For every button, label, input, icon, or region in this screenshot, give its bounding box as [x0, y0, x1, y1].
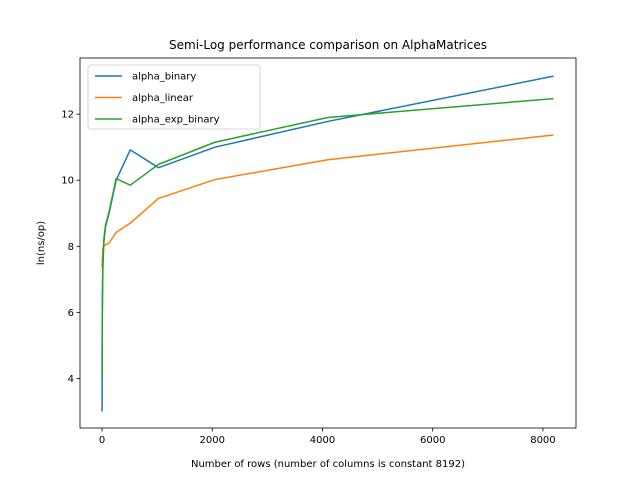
series-layer [101, 75, 554, 412]
plot-frame [79, 57, 577, 429]
series-line-alpha_exp_binary [101, 97, 554, 379]
chart-title: Semi-Log performance comparison on Alpha… [169, 38, 487, 52]
x-tick-label: 8000 [530, 435, 555, 446]
y-tick-label: 10 [61, 176, 74, 187]
legend-label-alpha_exp_binary: alpha_exp_binary [132, 115, 220, 126]
x-axis-ticks: 0 2000 4000 6000 8000 [99, 428, 556, 446]
y-tick-label: 6 [68, 308, 74, 319]
legend-box [87, 64, 261, 130]
legend: alpha_binary alpha_linear alpha_exp_binary [87, 64, 261, 130]
legend-label-alpha_binary: alpha_binary [132, 72, 196, 83]
y-tick-label: 12 [61, 110, 74, 121]
x-tick-label: 0 [99, 435, 105, 446]
y-tick-label: 4 [68, 374, 74, 385]
x-axis-label: Number of rows (number of columns is con… [191, 459, 465, 470]
x-tick-label: 2000 [200, 435, 225, 446]
y-axis-label: ln(ns/op) [36, 221, 47, 265]
x-tick-label: 4000 [310, 435, 335, 446]
y-tick-label: 8 [68, 242, 74, 253]
x-tick-label: 6000 [420, 435, 445, 446]
y-axis-ticks: 4 6 8 10 12 [61, 110, 80, 385]
legend-label-alpha_linear: alpha_linear [132, 93, 194, 104]
